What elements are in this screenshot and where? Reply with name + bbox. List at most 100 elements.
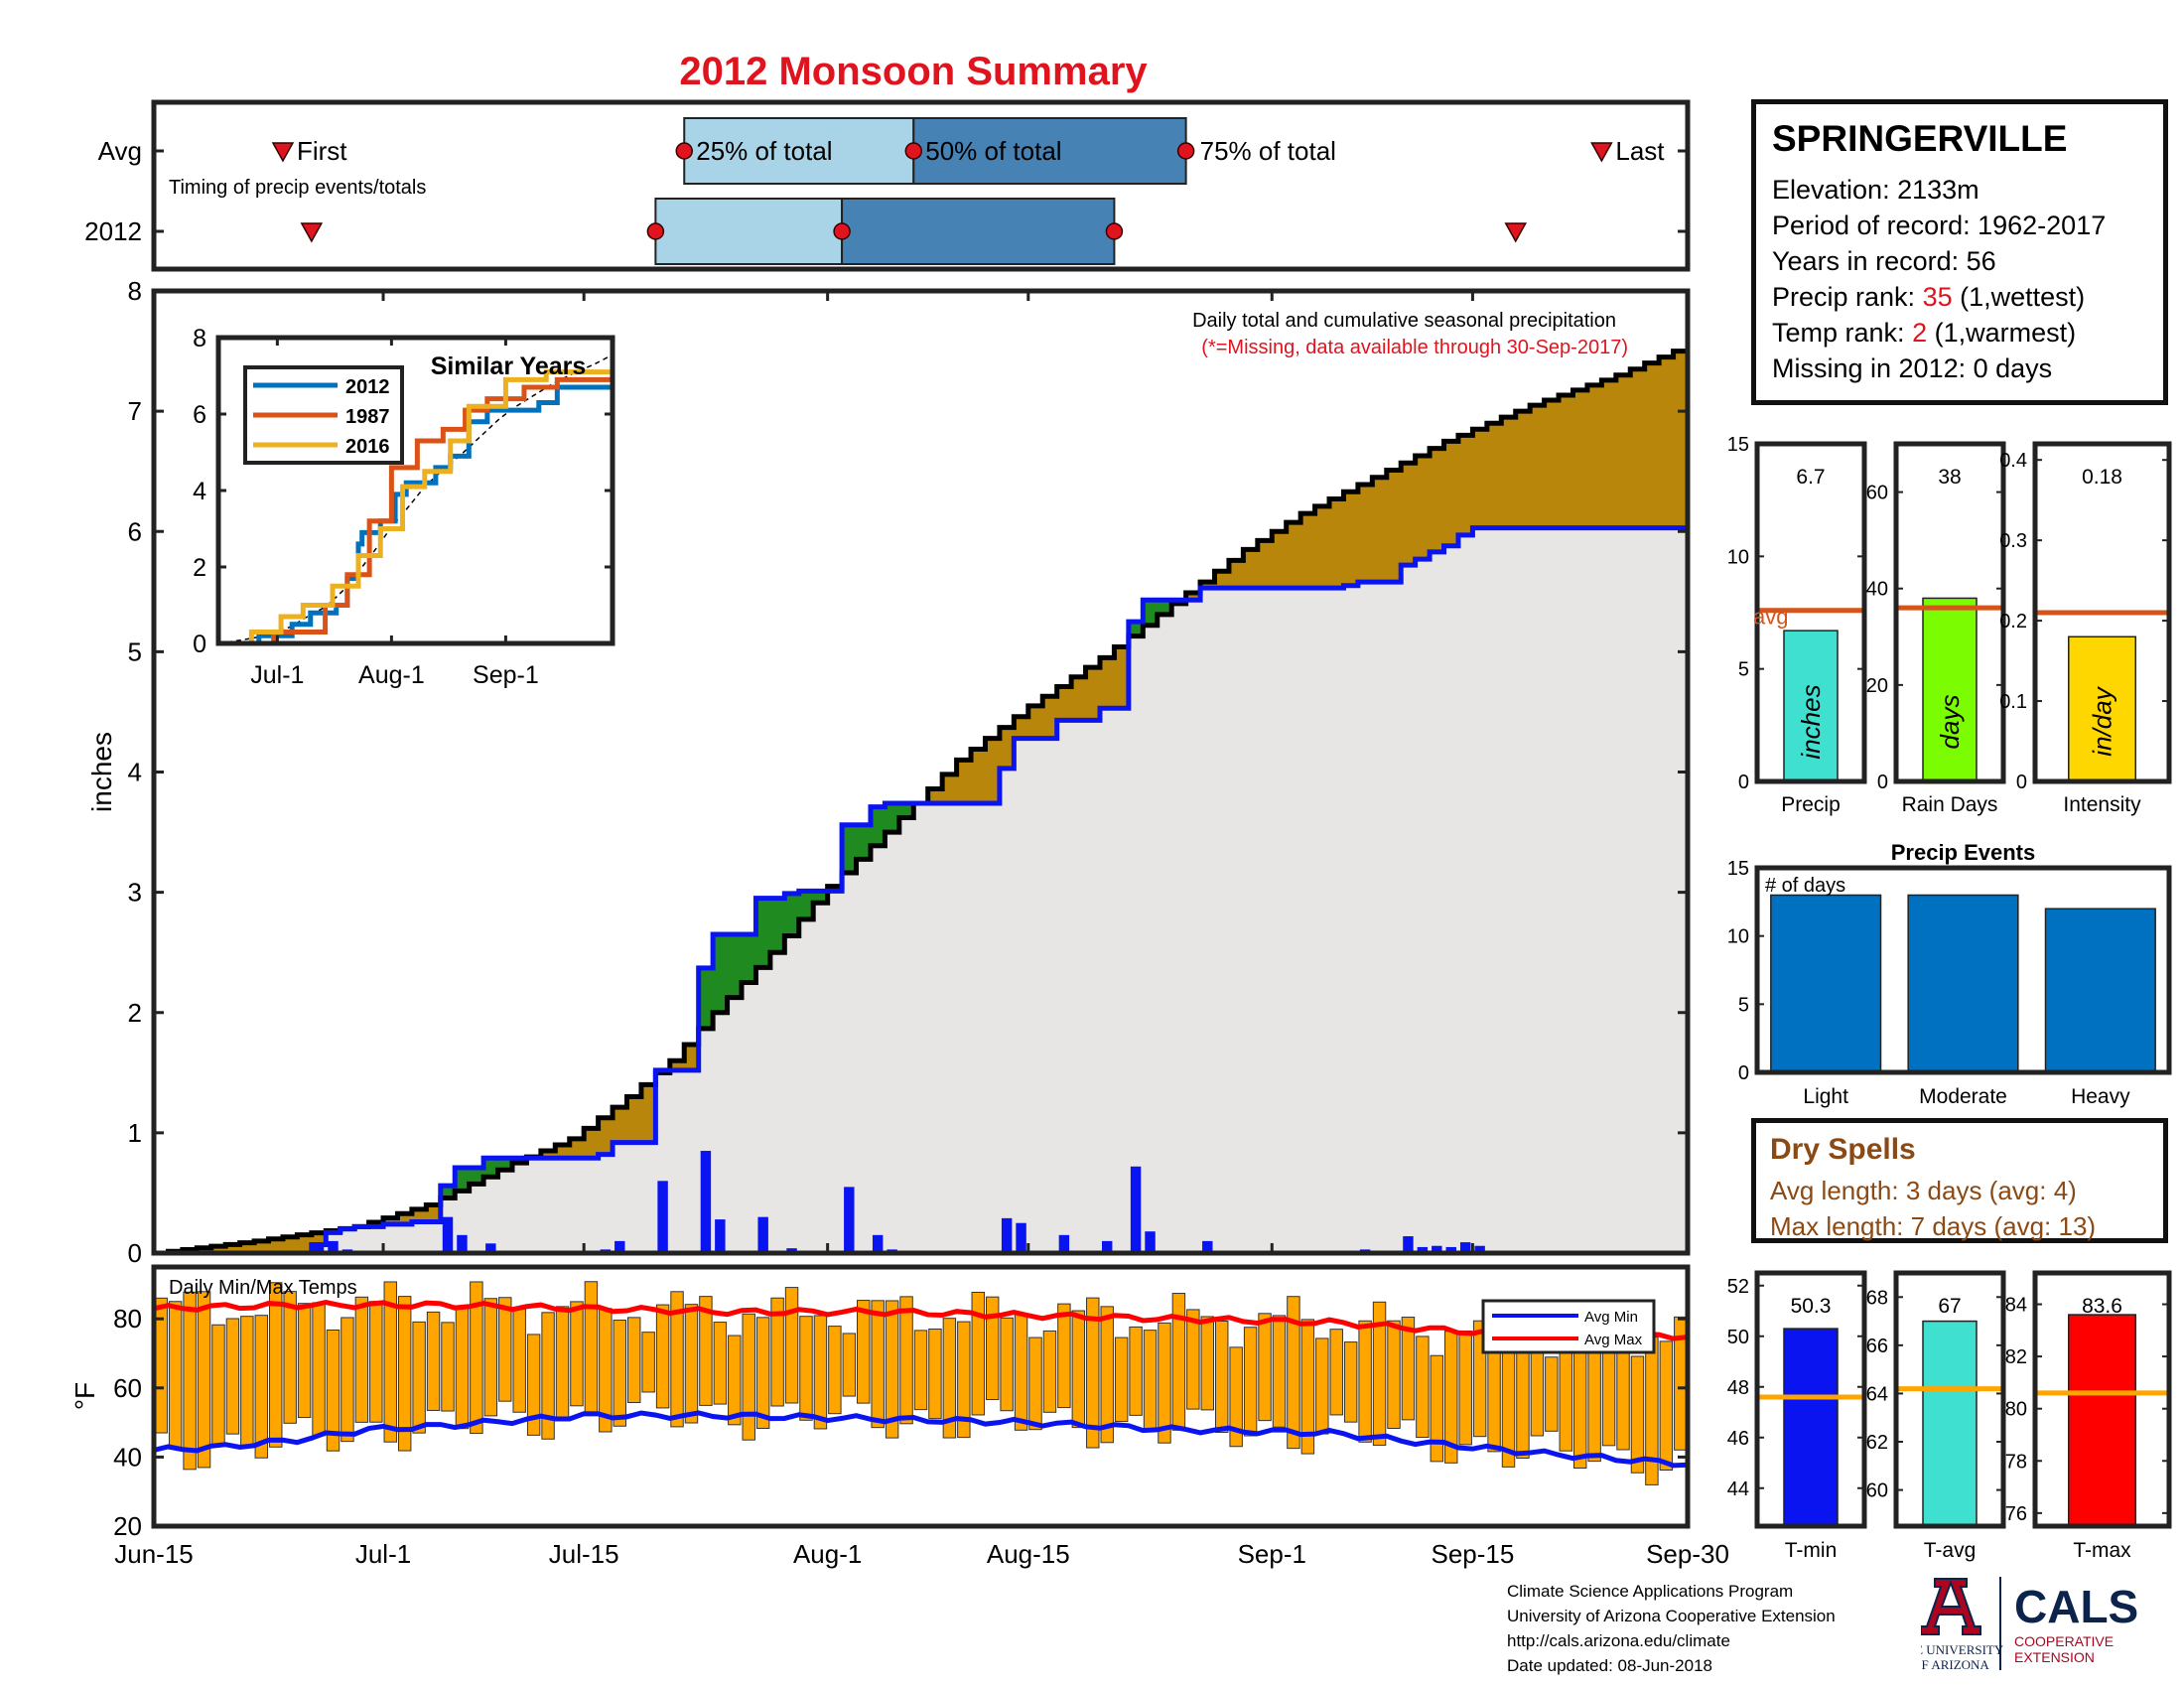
temp-range-bar [1114, 1336, 1129, 1423]
events-y-tick-label: 15 [1727, 858, 1749, 880]
temp-range-bar [1042, 1330, 1057, 1413]
temp-range-bar [570, 1301, 584, 1407]
inset-y-tick-label: 0 [193, 631, 206, 658]
temp-range-bar [1329, 1329, 1343, 1416]
temp-range-bar [1215, 1320, 1229, 1434]
temp-range-bar [341, 1317, 354, 1443]
cumulative-2012-line [154, 525, 1688, 1256]
summary-y-tick-label: 40 [1866, 579, 1888, 601]
temp-range-bar [784, 1287, 799, 1404]
temp-range-bar [297, 1303, 312, 1419]
y-tick-label: 1 [128, 1118, 142, 1148]
summary-y-tick-label: 0.4 [1999, 450, 2027, 472]
legend-label: 2016 [345, 436, 390, 458]
cals-logo-text: CALS [2014, 1581, 2138, 1632]
summary-bar [1783, 1328, 1839, 1527]
temp-range-bar [641, 1332, 655, 1393]
temp-range-bar [1300, 1319, 1315, 1455]
temp-range-bar [412, 1321, 426, 1434]
summary-x-label: T-min [1785, 1539, 1838, 1562]
summary-y-tick-label: 68 [1866, 1287, 1888, 1309]
chart-title: Daily total and cumulative seasonal prec… [1192, 310, 1616, 332]
temp-range-bar [699, 1296, 713, 1406]
temp-range-bar [799, 1316, 813, 1421]
summary-y-tick-label: 5 [1738, 659, 1749, 681]
credit-line: http://cals.arizona.edu/climate [1507, 1631, 1730, 1650]
temp-y-tick-label: 40 [113, 1442, 142, 1472]
events-x-tick-label: Light [1803, 1085, 1848, 1108]
temp-range-bar [1343, 1341, 1358, 1423]
summary-y-tick-label: 66 [1866, 1336, 1888, 1357]
station-info-box: SPRINGERVILLE Elevation: 2133m Period of… [1751, 99, 2168, 405]
y-tick-label: 6 [128, 516, 142, 546]
temp-range-bar [1630, 1355, 1645, 1474]
temp-range-bar [728, 1335, 742, 1426]
x-tick-label: Jun-15 [114, 1539, 194, 1569]
inset-x-tick-label: Jul-1 [250, 661, 304, 689]
temp-range-bar [269, 1282, 283, 1448]
temp-range-bar [1200, 1316, 1215, 1411]
marker-label: Last [1615, 136, 1665, 166]
daily-precip-bar [457, 1234, 468, 1253]
station-precip-rank: Precip rank: 35 (1,wettest) [1772, 282, 2086, 312]
y-tick-label: 5 [128, 636, 142, 666]
summary-y-tick-label: 0.1 [1999, 691, 2027, 713]
temp-range-bar [885, 1300, 899, 1439]
temp-range-bar [512, 1308, 526, 1413]
summary-y-tick-label: 20 [1866, 675, 1888, 697]
summary-y-tick-label: 82 [2005, 1346, 2027, 1368]
temp-range-bar [813, 1315, 828, 1430]
summary-value-label: 83.6 [2082, 1295, 2122, 1318]
x-tick-label: Aug-15 [987, 1539, 1070, 1569]
station-name: SPRINGERVILLE [1772, 118, 2068, 159]
daily-precip-bar [1130, 1166, 1142, 1253]
y-tick-label: 3 [128, 878, 142, 908]
temp-range-bar [555, 1306, 570, 1421]
temp-range-bar [1645, 1336, 1659, 1485]
daily-precip-bar [1459, 1242, 1471, 1253]
temp-range-bar [1430, 1354, 1444, 1463]
temp-range-bar [1372, 1301, 1387, 1446]
events-bar [2044, 908, 2156, 1073]
percentile-marker [1176, 142, 1195, 160]
temp-range-bar [1243, 1327, 1258, 1437]
marker-label: 75% of total [1200, 136, 1336, 166]
temp-range-bar [1028, 1336, 1042, 1431]
temp-range-bar [742, 1313, 755, 1441]
temp-range-bar [369, 1301, 383, 1423]
summary-value-label: 0.18 [2082, 466, 2122, 489]
temp-range-bar [842, 1333, 857, 1397]
temp-range-bar [1358, 1320, 1372, 1443]
summary-unit-label: days [1935, 695, 1965, 750]
daily-precip-bar [715, 1219, 726, 1253]
temp-range-bar [1272, 1315, 1287, 1428]
temp-range-bar [1057, 1303, 1071, 1409]
daily-precip-bar [1474, 1245, 1485, 1253]
summary-y-tick-label: 50 [1727, 1327, 1749, 1348]
percentile-marker [833, 222, 851, 240]
temp-range-bar [942, 1318, 957, 1439]
temp-range-bar [541, 1312, 555, 1440]
events-frame [1754, 865, 2172, 1075]
marker-label: 50% of total [925, 136, 1061, 166]
temp-range-bar [426, 1311, 441, 1411]
temp-y-axis-label: °F [69, 1382, 100, 1410]
summary-x-label: T-max [2073, 1539, 2131, 1562]
summary-y-tick-label: 46 [1727, 1428, 1749, 1450]
y-tick-label: 4 [128, 758, 142, 787]
temp-y-tick-label: 80 [113, 1304, 142, 1334]
x-tick-label: Aug-1 [793, 1539, 862, 1569]
percentile-marker [1105, 222, 1124, 240]
x-tick-label: Jul-1 [355, 1539, 411, 1569]
inset-x-tick-label: Sep-1 [473, 661, 539, 689]
summary-y-tick-label: 60 [1866, 483, 1888, 504]
summary-x-label: Precip [1781, 793, 1841, 816]
summary-value-label: 67 [1938, 1295, 1961, 1318]
dry-spells-avg: Avg length: 3 days (avg: 4) [1770, 1176, 2077, 1205]
summary-x-label: Rain Days [1902, 793, 1998, 816]
temp-range-bar [197, 1291, 211, 1469]
y-tick-label: 8 [128, 276, 142, 306]
temp-range-bar [928, 1328, 942, 1420]
events-y-label: # of days [1765, 875, 1845, 897]
temp-range-bar [1516, 1342, 1530, 1459]
